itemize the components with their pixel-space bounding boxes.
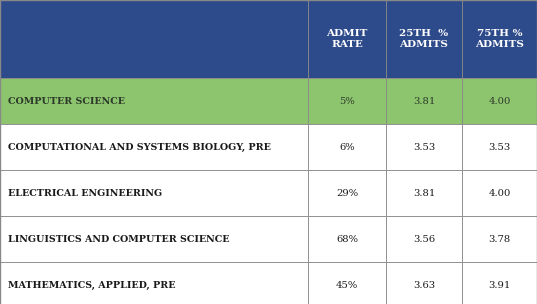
Text: 29%: 29% — [336, 188, 358, 198]
Bar — [386, 0, 462, 78]
Bar — [462, 170, 537, 216]
Text: 5%: 5% — [339, 96, 355, 105]
Bar — [0, 216, 308, 262]
Text: 25TH  %
ADMITS: 25TH % ADMITS — [400, 29, 448, 49]
Bar — [462, 0, 537, 78]
Bar — [462, 216, 537, 262]
Bar — [308, 170, 386, 216]
Text: 3.91: 3.91 — [488, 281, 511, 289]
Text: 6%: 6% — [339, 143, 355, 151]
Text: ADMIT
RATE: ADMIT RATE — [326, 29, 368, 49]
Bar — [0, 124, 308, 170]
Bar — [308, 78, 386, 124]
Bar — [386, 216, 462, 262]
Bar — [462, 262, 537, 304]
Bar — [0, 262, 308, 304]
Text: 3.63: 3.63 — [413, 281, 435, 289]
Text: 4.00: 4.00 — [488, 188, 511, 198]
Bar — [386, 78, 462, 124]
Text: 3.53: 3.53 — [413, 143, 435, 151]
Text: MATHEMATICS, APPLIED, PRE: MATHEMATICS, APPLIED, PRE — [8, 281, 176, 289]
Bar — [462, 78, 537, 124]
Text: 3.78: 3.78 — [488, 234, 511, 244]
Bar — [386, 262, 462, 304]
Text: 68%: 68% — [336, 234, 358, 244]
Text: LINGUISTICS AND COMPUTER SCIENCE: LINGUISTICS AND COMPUTER SCIENCE — [8, 234, 229, 244]
Text: 3.81: 3.81 — [413, 96, 435, 105]
Bar — [0, 0, 308, 78]
Bar — [308, 262, 386, 304]
Bar — [462, 124, 537, 170]
Bar — [386, 170, 462, 216]
Bar — [308, 216, 386, 262]
Bar — [0, 78, 308, 124]
Bar — [0, 170, 308, 216]
Text: COMPUTER SCIENCE: COMPUTER SCIENCE — [8, 96, 125, 105]
Bar — [308, 124, 386, 170]
Text: COMPUTATIONAL AND SYSTEMS BIOLOGY, PRE: COMPUTATIONAL AND SYSTEMS BIOLOGY, PRE — [8, 143, 271, 151]
Text: 3.56: 3.56 — [413, 234, 435, 244]
Text: 3.81: 3.81 — [413, 188, 435, 198]
Text: 3.53: 3.53 — [488, 143, 511, 151]
Text: 45%: 45% — [336, 281, 358, 289]
Text: 75TH %
ADMITS: 75TH % ADMITS — [475, 29, 524, 49]
Text: ELECTRICAL ENGINEERING: ELECTRICAL ENGINEERING — [8, 188, 162, 198]
Bar — [386, 124, 462, 170]
Bar — [308, 0, 386, 78]
Text: 4.00: 4.00 — [488, 96, 511, 105]
